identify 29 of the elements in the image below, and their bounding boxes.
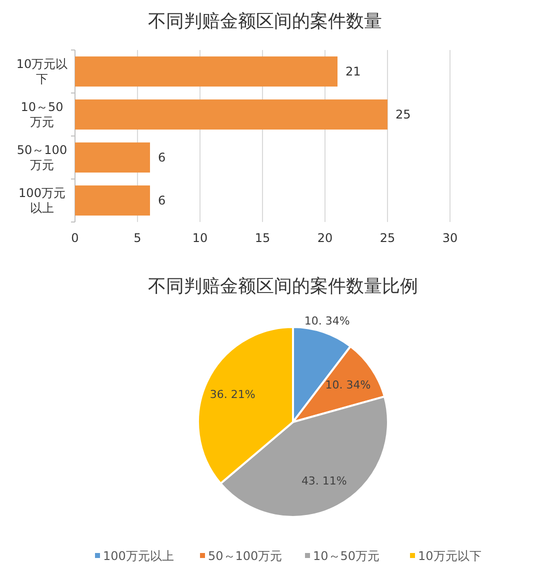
legend-label: 50～100万元 bbox=[208, 549, 282, 563]
data-label: 6 bbox=[158, 150, 166, 164]
x-tick-label: 30 bbox=[442, 231, 458, 245]
bar bbox=[75, 142, 150, 173]
x-tick-label: 5 bbox=[134, 231, 142, 245]
legend-label: 10～50万元 bbox=[313, 549, 380, 563]
bar bbox=[75, 185, 150, 216]
x-tick-label: 20 bbox=[317, 231, 333, 245]
data-label: 25 bbox=[396, 108, 411, 122]
y-tick-label: 50～100万元 bbox=[16, 143, 68, 172]
data-label: 10. 34% bbox=[304, 314, 350, 328]
y-tick-label: 100万元以上 bbox=[18, 186, 66, 215]
chart-title: 不同判赔金额区间的案件数量比例 bbox=[148, 276, 418, 297]
chart-title: 不同判赔金额区间的案件数量 bbox=[148, 11, 382, 32]
x-tick-label: 15 bbox=[254, 231, 270, 245]
bar bbox=[75, 56, 338, 87]
x-tick-label: 0 bbox=[71, 231, 79, 245]
y-tick-label: 10～50万元 bbox=[20, 100, 64, 129]
data-label: 21 bbox=[346, 64, 361, 78]
data-label: 43. 11% bbox=[301, 474, 347, 488]
data-label: 6 bbox=[158, 194, 166, 208]
x-tick-label: 25 bbox=[380, 231, 396, 245]
bar bbox=[75, 99, 388, 130]
x-tick-label: 10 bbox=[192, 231, 208, 245]
legend-label: 100万元以上 bbox=[103, 549, 174, 563]
legend-label: 10万元以下 bbox=[418, 549, 482, 563]
data-label: 36. 21% bbox=[210, 388, 256, 402]
data-label: 10. 34% bbox=[325, 378, 371, 392]
y-tick-label: 10万元以下 bbox=[16, 57, 68, 86]
